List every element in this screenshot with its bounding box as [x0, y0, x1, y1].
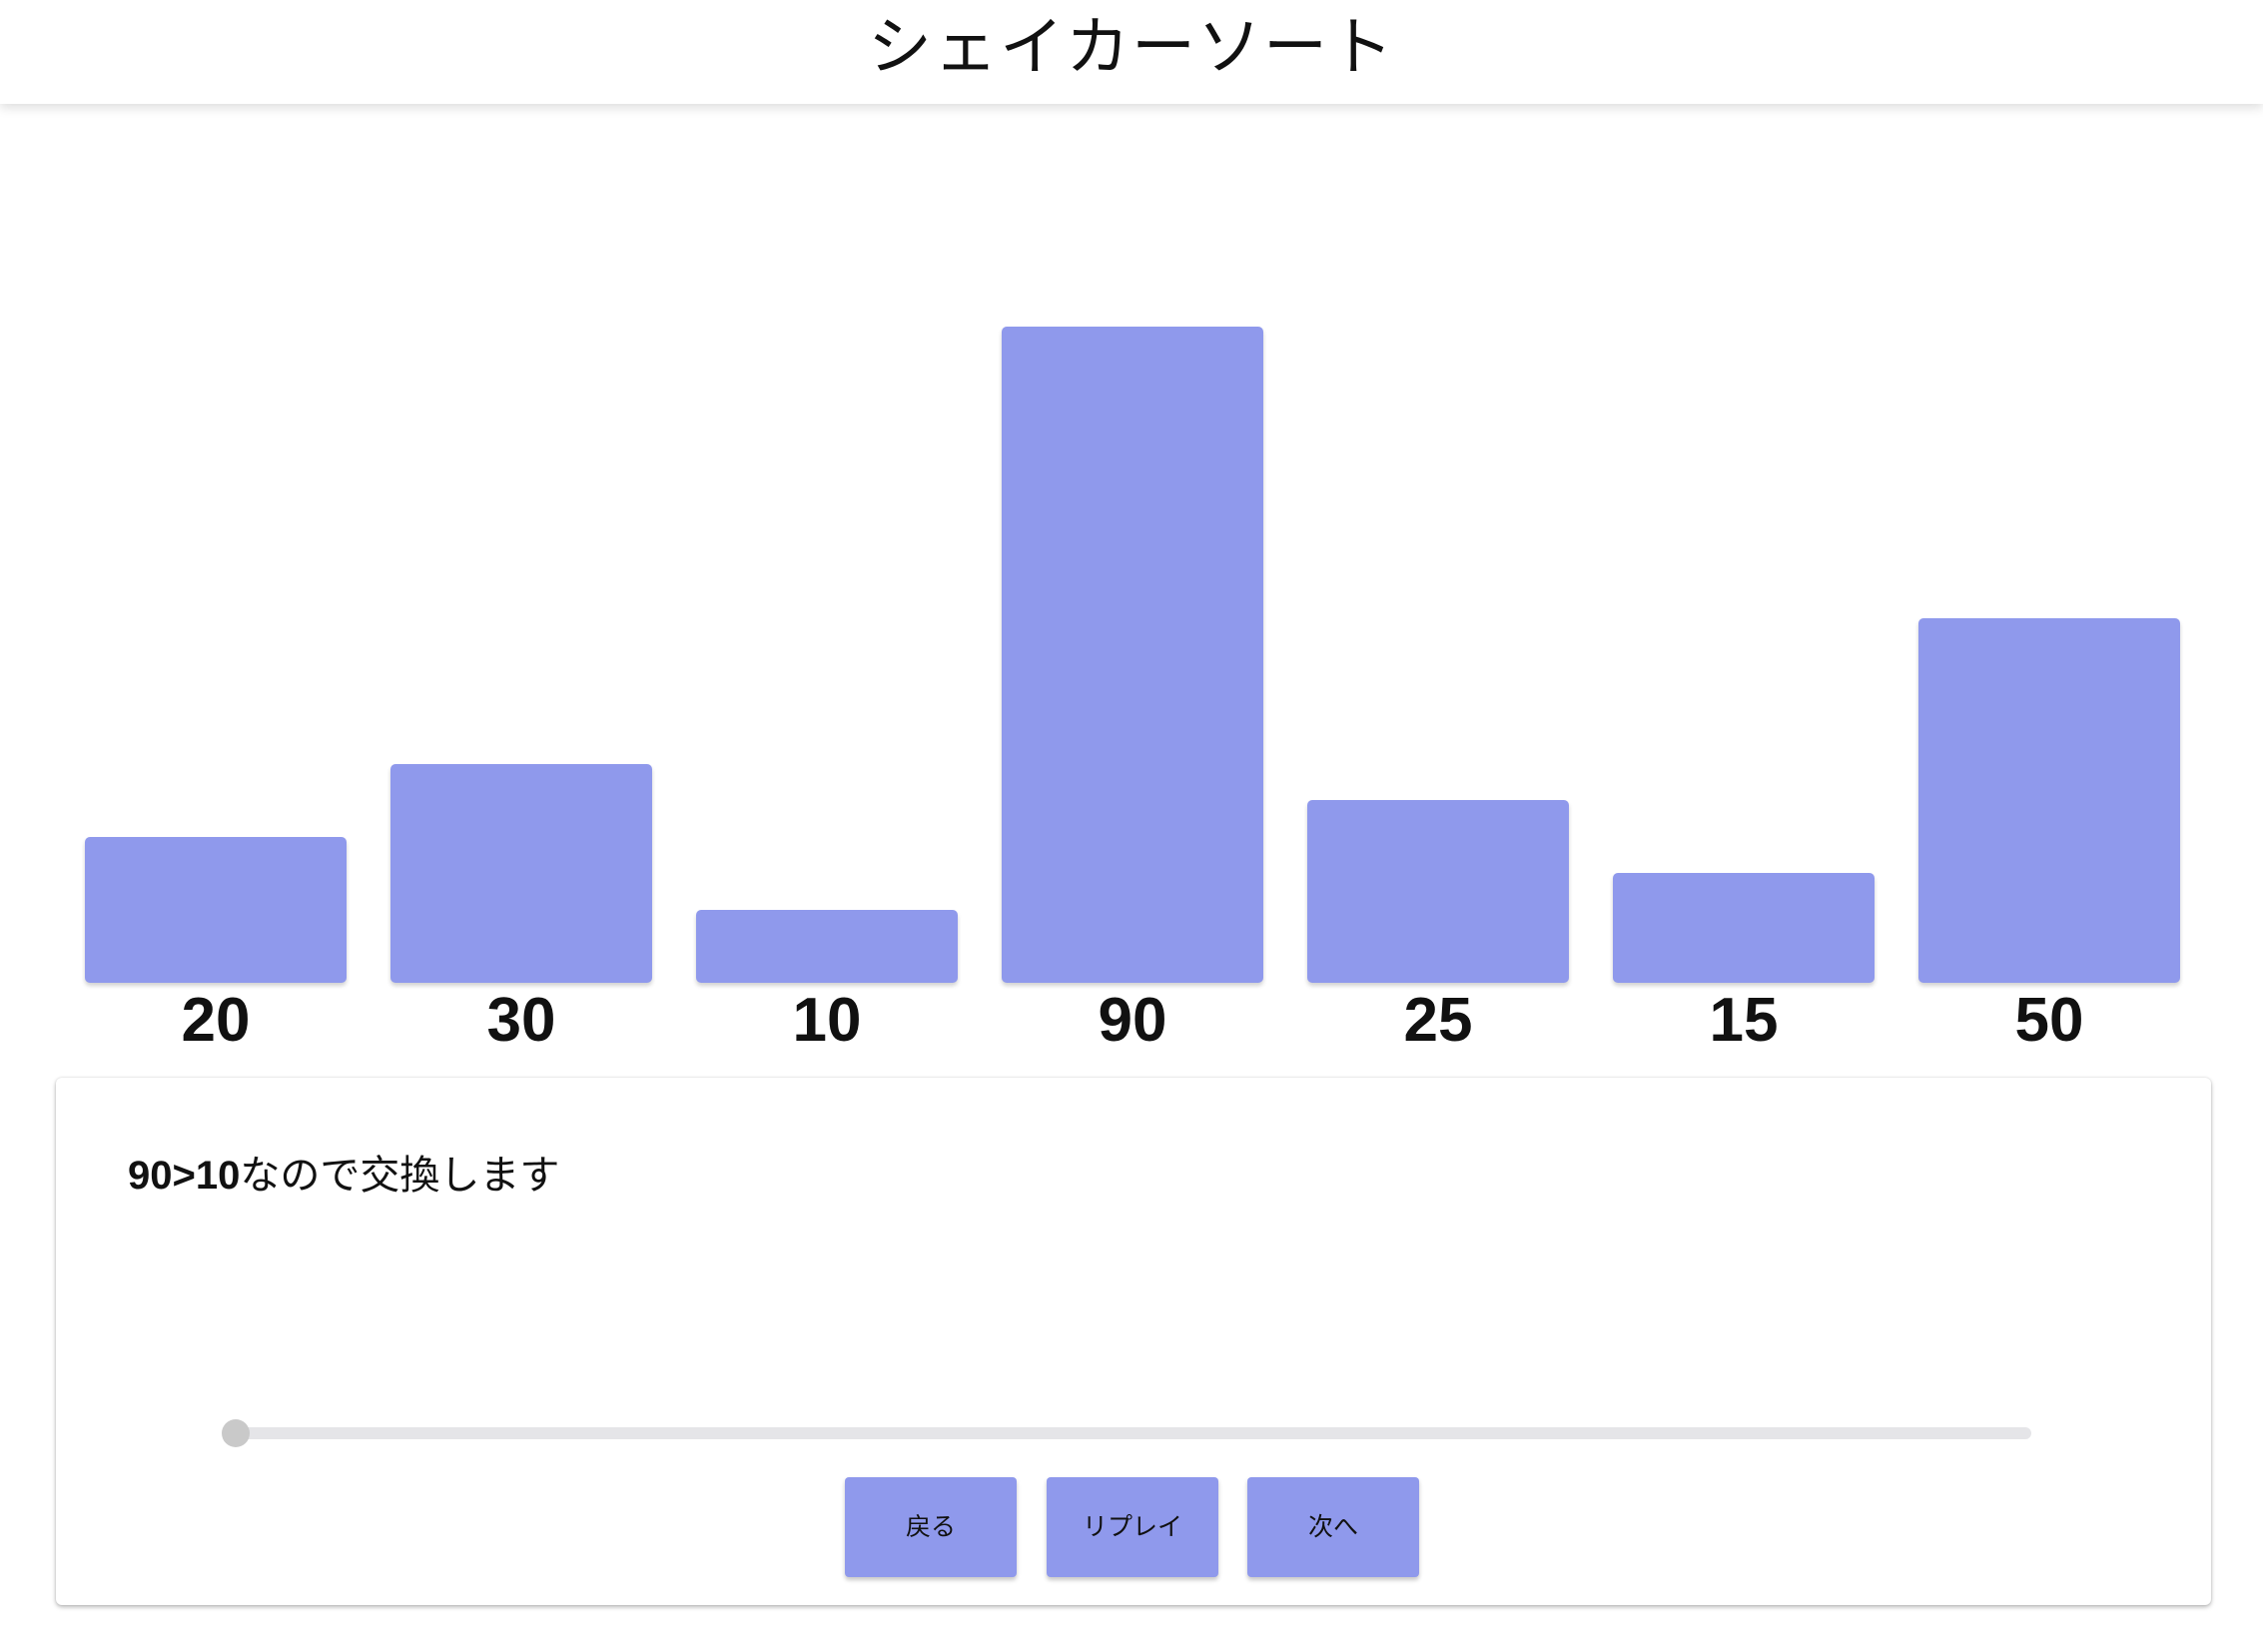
replay-button[interactable]: リプレイ [1047, 1477, 1218, 1577]
bar-value-label: 90 [1098, 986, 1167, 1055]
bar-value-label: 25 [1403, 986, 1473, 1055]
step-slider[interactable] [222, 1419, 2031, 1447]
step-message: 90>10なので交換します [128, 1152, 559, 1200]
bar-4 [1307, 800, 1569, 983]
app-header: シェイカーソート [0, 0, 2263, 104]
bar-2 [696, 910, 958, 983]
bar-value-label: 10 [792, 986, 862, 1055]
next-button[interactable]: 次へ [1247, 1477, 1419, 1577]
bar-1 [390, 764, 652, 983]
comparison-text: 90>10 [128, 1154, 241, 1198]
back-button[interactable]: 戻る [845, 1477, 1017, 1577]
step-panel: 90>10なので交換します 戻る リプレイ 次へ [56, 1078, 2211, 1605]
bar-value-label: 15 [1709, 986, 1779, 1055]
bar-3 [1002, 327, 1263, 983]
bar-6 [1918, 618, 2180, 983]
message-text: なので交換します [240, 1153, 560, 1199]
slider-thumb[interactable] [222, 1419, 250, 1447]
page-title: シェイカーソート [868, 11, 1395, 85]
bar-chart: 20 30 10 90 25 15 50 [0, 104, 2263, 1073]
bar-value-label: 30 [486, 986, 556, 1055]
bar-5 [1613, 873, 1875, 983]
bar-value-label: 20 [181, 986, 251, 1055]
bar-0 [85, 837, 347, 983]
bar-value-label: 50 [2014, 986, 2084, 1055]
